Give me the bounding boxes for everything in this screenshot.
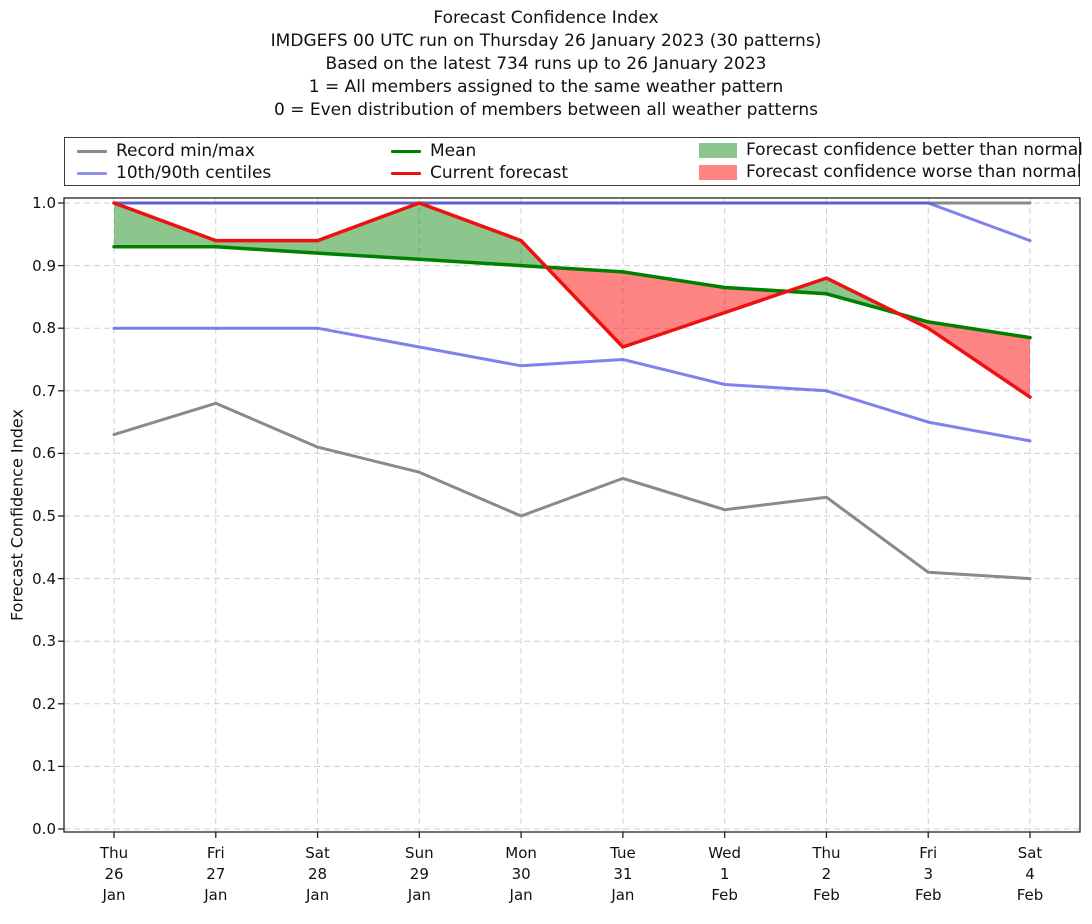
x-tick-label-line: Sat bbox=[305, 844, 330, 862]
legend-label: 10th/90th centiles bbox=[116, 163, 272, 183]
chart-legend: Record min/max 10th/90th centiles Mean C… bbox=[64, 137, 1083, 186]
current-forecast-line-swatch bbox=[391, 172, 421, 175]
x-tick-label: Fri 3 Feb bbox=[883, 843, 973, 906]
x-tick-label: Sat 4 Feb bbox=[985, 843, 1075, 906]
legend-label: Mean bbox=[430, 141, 477, 161]
y-tick-label: 0.9 bbox=[32, 256, 56, 275]
legend-item-mean: Mean bbox=[391, 141, 476, 162]
worse-than-normal-fill bbox=[546, 267, 788, 347]
record-min-line bbox=[112, 401, 1032, 581]
legend-label: Forecast confidence worse than normal bbox=[746, 162, 1082, 182]
title-line-5: 0 = Even distribution of members between… bbox=[273, 100, 819, 120]
worse-than-normal-patch-swatch bbox=[699, 165, 737, 180]
x-tick-label-line: Fri bbox=[919, 844, 938, 862]
x-tick-label: Wed 1 Feb bbox=[680, 843, 770, 906]
legend-label: Current forecast bbox=[430, 163, 569, 183]
x-tick-label-line: Jan bbox=[509, 886, 533, 904]
y-tick-label: 0.6 bbox=[32, 444, 56, 463]
x-tick-label-line: 29 bbox=[409, 865, 429, 883]
x-tick-label-line: Fri bbox=[206, 844, 225, 862]
current-forecast-line bbox=[112, 201, 1032, 399]
title-line-1: Forecast Confidence Index bbox=[433, 8, 659, 28]
x-tick-label-line: Feb bbox=[914, 886, 942, 904]
x-tick-label-line: Jan bbox=[407, 886, 431, 904]
x-tick-label: Mon 30 Jan bbox=[476, 843, 566, 906]
x-tick-label-line: Jan bbox=[611, 886, 635, 904]
y-tick-label: 0.5 bbox=[32, 507, 56, 525]
x-tick-label-line: 1 bbox=[719, 865, 730, 883]
x-tick-label-line: Jan bbox=[305, 886, 330, 904]
legend-item-centiles: 10th/90th centiles bbox=[77, 163, 271, 184]
x-tick-label-line: Thu bbox=[99, 844, 129, 862]
title-line-4: 1 = All members assigned to the same wea… bbox=[308, 77, 784, 97]
y-tick-label: 0.3 bbox=[32, 632, 56, 651]
x-tick-label-line: 3 bbox=[923, 865, 933, 883]
legend-label: Forecast confidence better than normal bbox=[746, 140, 1083, 160]
x-tick-label-line: Sat bbox=[1017, 844, 1043, 862]
x-tick-label: Thu 2 Feb bbox=[781, 843, 871, 906]
x-tick-label: Fri 27 Jan bbox=[171, 843, 261, 906]
x-tick-label-line: Wed bbox=[708, 844, 741, 862]
title-line-3: Based on the latest 734 runs up to 26 Ja… bbox=[325, 54, 767, 74]
title-line-2: IMDGEFS 00 UTC run on Thursday 26 Januar… bbox=[270, 31, 822, 51]
x-tick-label: Sat 28 Jan bbox=[273, 843, 363, 906]
x-tick-label-line: Tue bbox=[610, 844, 636, 862]
y-tick-label: 0.7 bbox=[32, 381, 56, 400]
mean-line-swatch bbox=[391, 150, 421, 153]
legend-label: Record min/max bbox=[116, 141, 255, 161]
y-tick-label: 0.4 bbox=[32, 569, 56, 588]
legend-item-worse-than-normal: Forecast confidence worse than normal bbox=[699, 162, 1081, 183]
x-tick-label-line: Thu bbox=[812, 844, 841, 862]
mean-line bbox=[112, 245, 1032, 340]
figure-title: Forecast Confidence Index IMDGEFS 00 UTC… bbox=[0, 7, 1092, 122]
worse-than-normal-fill bbox=[899, 313, 1030, 398]
better-than-normal-patch-swatch bbox=[699, 143, 737, 158]
x-tick-label-line: 31 bbox=[613, 865, 633, 883]
x-tick-label-line: 27 bbox=[206, 865, 226, 883]
x-tick-label-line: Jan bbox=[102, 886, 126, 904]
x-tick-label-line: 30 bbox=[511, 865, 531, 883]
x-tick-label-line: Jan bbox=[204, 886, 228, 904]
x-tick-label-line: Feb bbox=[711, 886, 738, 904]
centile-10-line bbox=[112, 326, 1032, 443]
legend-item-record-minmax: Record min/max bbox=[77, 141, 255, 162]
better-than-normal-fill bbox=[114, 203, 547, 268]
y-tick-label: 0.1 bbox=[32, 757, 56, 776]
x-tick-label-line: Feb bbox=[1016, 886, 1044, 904]
centile-90-line bbox=[112, 201, 1032, 243]
legend-item-current-forecast: Current forecast bbox=[391, 163, 568, 184]
x-tick-label-line: 2 bbox=[821, 865, 832, 883]
x-tick-label-line: Feb bbox=[813, 886, 840, 904]
centiles-line-swatch bbox=[77, 172, 107, 175]
y-tick-label: 1.0 bbox=[32, 194, 56, 212]
x-tick-label: Tue 31 Jan bbox=[578, 843, 668, 906]
y-tick-label: 0.2 bbox=[32, 694, 56, 713]
axes-frame bbox=[63, 197, 1081, 833]
record-minmax-line-swatch bbox=[77, 150, 107, 153]
y-tick-label: 0.0 bbox=[32, 820, 56, 838]
x-tick-label-line: Sun bbox=[405, 844, 434, 862]
x-tick-label: Sun 29 Jan bbox=[374, 843, 464, 906]
x-tick-label-line: Mon bbox=[505, 844, 537, 862]
x-tick-label: Thu 26 Jan bbox=[69, 843, 159, 906]
legend-item-better-than-normal: Forecast confidence better than normal bbox=[699, 140, 1083, 161]
x-tick-label-line: 26 bbox=[104, 865, 124, 883]
x-tick-label-line: 4 bbox=[1025, 865, 1035, 883]
y-tick-label: 0.8 bbox=[32, 319, 56, 338]
x-tick-label-line: 28 bbox=[308, 865, 328, 883]
